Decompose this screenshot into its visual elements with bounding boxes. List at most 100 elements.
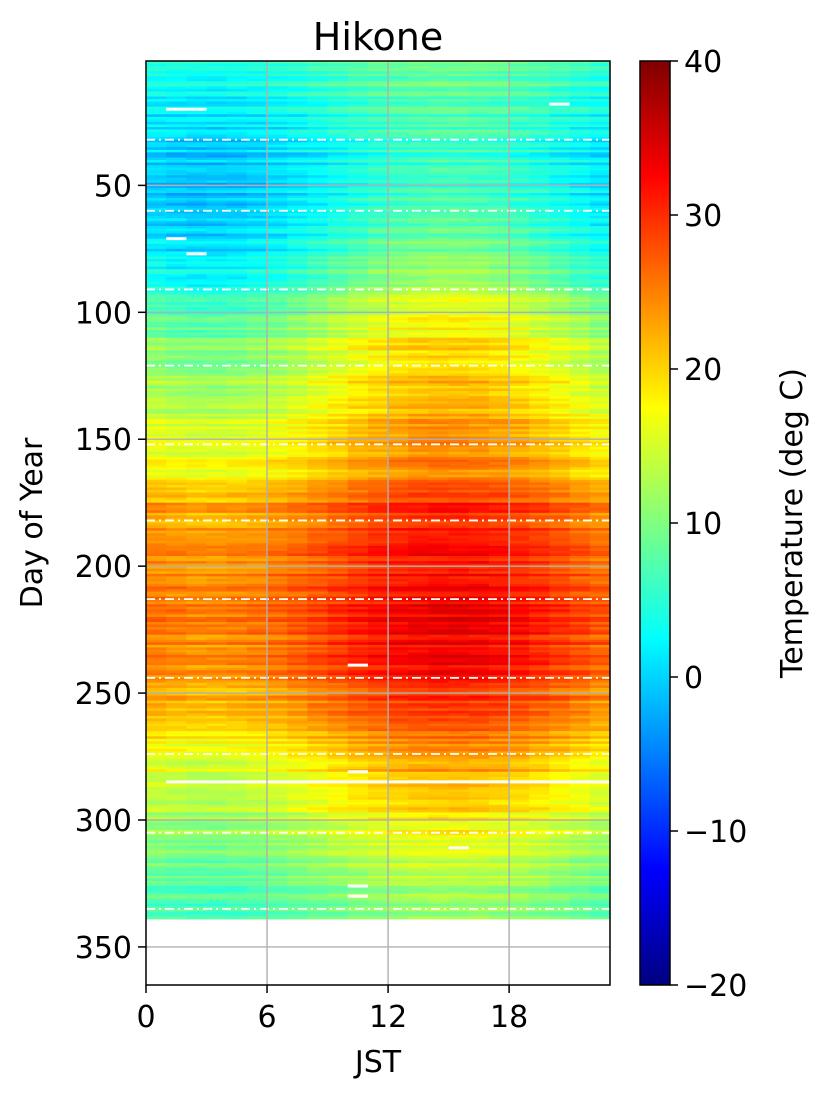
heatmap-cell	[367, 111, 389, 115]
heatmap-cell	[146, 469, 167, 473]
heatmap-cell	[186, 337, 207, 341]
heatmap-cell	[246, 200, 268, 204]
heatmap-cell	[388, 543, 409, 547]
heatmap-cell	[226, 444, 248, 448]
heatmap-cell	[468, 147, 490, 151]
heatmap-cell	[166, 139, 187, 143]
heatmap-cell	[146, 601, 167, 605]
heatmap-cell	[549, 205, 571, 209]
heatmap-cell	[589, 175, 611, 179]
heatmap-cell	[146, 373, 167, 377]
heatmap-cell	[408, 335, 429, 339]
heatmap-cell	[509, 119, 530, 123]
heatmap-cell	[367, 314, 389, 318]
heatmap-cell	[569, 573, 591, 577]
heatmap-cell	[287, 604, 308, 608]
heatmap-cell	[347, 205, 369, 209]
heatmap-cell	[428, 406, 449, 410]
heatmap-cell	[186, 540, 207, 544]
heatmap-cell	[529, 358, 550, 361]
heatmap-cell	[186, 165, 207, 169]
heatmap-cell	[408, 322, 429, 326]
heatmap-cell	[146, 322, 167, 326]
heatmap-cell	[488, 205, 510, 209]
heatmap-cell	[206, 363, 228, 367]
heatmap-cell	[246, 576, 268, 580]
heatmap-cell	[307, 129, 328, 133]
heatmap-cell	[509, 99, 530, 103]
heatmap-cell	[186, 601, 207, 605]
heatmap-cell	[388, 325, 409, 328]
heatmap-cell	[146, 388, 167, 392]
heatmap-cell	[468, 187, 490, 191]
heatmap-cell	[589, 154, 611, 158]
heatmap-cell	[226, 281, 248, 285]
heatmap-cell	[347, 172, 369, 176]
heatmap-cell	[146, 76, 167, 80]
heatmap-cell	[226, 335, 248, 339]
heatmap-cell	[488, 271, 510, 275]
heatmap-cell	[408, 581, 429, 585]
heatmap-cell	[166, 68, 187, 72]
heatmap-cell	[448, 198, 470, 202]
heatmap-cell	[206, 576, 228, 580]
heatmap-cell	[206, 259, 228, 262]
heatmap-cell	[267, 454, 288, 458]
heatmap-cell	[388, 154, 409, 158]
heatmap-cell	[327, 340, 349, 344]
heatmap-cell	[488, 540, 510, 544]
heatmap-cell	[307, 109, 328, 113]
heatmap-cell	[206, 467, 228, 471]
heatmap-cell	[206, 439, 228, 443]
heatmap-cell	[428, 256, 449, 260]
heatmap-cell	[246, 368, 268, 372]
heatmap-cell	[388, 119, 409, 123]
heatmap-cell	[146, 528, 167, 532]
heatmap-cell	[428, 81, 449, 85]
heatmap-cell	[549, 340, 571, 344]
heatmap-cell	[347, 281, 369, 285]
heatmap-cell	[408, 177, 429, 181]
heatmap-cell	[146, 583, 167, 587]
heatmap-cell	[186, 525, 207, 529]
heatmap-cell	[287, 606, 308, 610]
heatmap-cell	[186, 281, 207, 285]
heatmap-cell	[448, 208, 470, 212]
heatmap-cell	[408, 566, 429, 570]
heatmap-cell	[347, 200, 369, 204]
heatmap-cell	[226, 157, 248, 161]
heatmap-cell	[267, 299, 288, 303]
heatmap-cell	[388, 312, 409, 316]
heatmap-cell	[488, 233, 510, 237]
heatmap-cell	[488, 388, 510, 392]
heatmap-cell	[166, 63, 187, 67]
heatmap-cell	[166, 538, 187, 542]
heatmap-cell	[246, 304, 268, 308]
heatmap-cell	[226, 594, 248, 598]
heatmap-cell	[388, 337, 409, 341]
heatmap-cell	[206, 591, 228, 595]
heatmap-cell	[488, 325, 510, 328]
heatmap-cell	[448, 340, 470, 344]
heatmap-cell	[287, 259, 308, 262]
heatmap-cell	[287, 515, 308, 519]
heatmap-cell	[287, 104, 308, 108]
heatmap-cell	[529, 215, 550, 219]
heatmap-cell	[549, 444, 571, 448]
heatmap-cell	[589, 606, 611, 610]
heatmap-cell	[388, 606, 409, 610]
heatmap-cell	[509, 284, 530, 288]
heatmap-cell	[408, 512, 429, 516]
heatmap-cell	[367, 566, 389, 570]
heatmap-cell	[367, 523, 389, 526]
heatmap-cell	[448, 487, 470, 491]
heatmap-cell	[206, 228, 228, 232]
heatmap-cell	[307, 101, 328, 105]
heatmap-cell	[307, 266, 328, 270]
heatmap-cell	[307, 195, 328, 199]
heatmap-cell	[367, 231, 389, 235]
heatmap-cell	[226, 441, 248, 445]
heatmap-cell	[327, 294, 349, 298]
heatmap-cell	[408, 172, 429, 176]
heatmap-cell	[468, 226, 490, 229]
